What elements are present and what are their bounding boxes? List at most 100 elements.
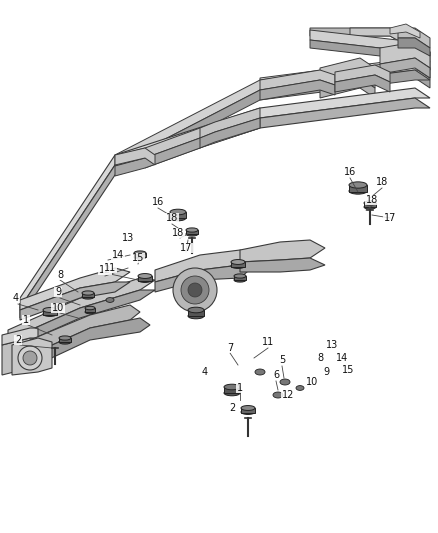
Polygon shape bbox=[115, 70, 430, 175]
Polygon shape bbox=[145, 118, 260, 168]
Text: 8: 8 bbox=[317, 353, 323, 363]
Polygon shape bbox=[20, 268, 130, 310]
Text: 16: 16 bbox=[344, 167, 356, 177]
Polygon shape bbox=[398, 38, 430, 56]
Text: 13: 13 bbox=[326, 340, 338, 350]
Circle shape bbox=[18, 346, 42, 370]
Text: 13: 13 bbox=[122, 233, 134, 243]
Text: 9: 9 bbox=[323, 367, 329, 377]
Ellipse shape bbox=[186, 228, 198, 232]
Polygon shape bbox=[115, 138, 215, 176]
Bar bbox=[82, 293, 94, 297]
Text: 18: 18 bbox=[166, 213, 178, 223]
Bar bbox=[231, 262, 245, 267]
Ellipse shape bbox=[241, 406, 255, 410]
Bar bbox=[85, 308, 95, 312]
Text: 11: 11 bbox=[262, 337, 274, 347]
Ellipse shape bbox=[134, 255, 146, 259]
Circle shape bbox=[188, 283, 202, 297]
Polygon shape bbox=[260, 58, 430, 88]
Polygon shape bbox=[398, 28, 430, 48]
Polygon shape bbox=[380, 58, 430, 78]
Text: 6: 6 bbox=[273, 370, 279, 380]
Ellipse shape bbox=[255, 369, 265, 375]
Polygon shape bbox=[260, 80, 335, 100]
Polygon shape bbox=[2, 328, 38, 345]
Text: 12: 12 bbox=[282, 390, 294, 400]
Polygon shape bbox=[8, 290, 155, 350]
Ellipse shape bbox=[224, 384, 240, 390]
Text: 10: 10 bbox=[306, 377, 318, 387]
Text: 14: 14 bbox=[336, 353, 348, 363]
Polygon shape bbox=[200, 108, 260, 138]
Text: 4: 4 bbox=[13, 293, 19, 303]
Bar bbox=[170, 212, 186, 218]
Text: 12: 12 bbox=[99, 265, 111, 275]
Text: 11: 11 bbox=[104, 263, 116, 273]
Ellipse shape bbox=[59, 336, 71, 340]
Polygon shape bbox=[260, 68, 430, 98]
Circle shape bbox=[181, 276, 209, 304]
Text: 15: 15 bbox=[342, 365, 354, 375]
Polygon shape bbox=[260, 70, 335, 90]
Ellipse shape bbox=[241, 409, 255, 415]
Text: 15: 15 bbox=[132, 253, 144, 263]
Ellipse shape bbox=[43, 312, 57, 317]
Bar bbox=[59, 338, 71, 342]
Text: 17: 17 bbox=[180, 243, 192, 253]
Polygon shape bbox=[115, 60, 430, 165]
Ellipse shape bbox=[188, 307, 204, 313]
Ellipse shape bbox=[349, 188, 367, 194]
Bar bbox=[349, 185, 367, 192]
Text: 18: 18 bbox=[172, 228, 184, 238]
Ellipse shape bbox=[273, 392, 283, 398]
Ellipse shape bbox=[138, 273, 152, 278]
Bar bbox=[188, 310, 204, 316]
Ellipse shape bbox=[43, 308, 57, 312]
Ellipse shape bbox=[138, 278, 152, 282]
Polygon shape bbox=[115, 128, 215, 166]
Polygon shape bbox=[335, 75, 390, 92]
Polygon shape bbox=[30, 305, 140, 355]
Ellipse shape bbox=[134, 251, 146, 255]
Polygon shape bbox=[200, 118, 260, 148]
Text: 18: 18 bbox=[366, 195, 378, 205]
Ellipse shape bbox=[85, 310, 95, 314]
Ellipse shape bbox=[59, 340, 71, 344]
Bar bbox=[224, 387, 240, 393]
Circle shape bbox=[23, 351, 37, 365]
Text: 4: 4 bbox=[202, 367, 208, 377]
Polygon shape bbox=[240, 240, 325, 262]
Polygon shape bbox=[320, 78, 375, 98]
Bar bbox=[364, 203, 376, 207]
Bar bbox=[241, 408, 255, 413]
Text: 10: 10 bbox=[52, 303, 64, 313]
Ellipse shape bbox=[170, 209, 186, 215]
Ellipse shape bbox=[231, 263, 245, 269]
Text: 9: 9 bbox=[55, 287, 61, 297]
Polygon shape bbox=[20, 88, 430, 308]
Bar bbox=[138, 276, 152, 281]
Ellipse shape bbox=[106, 297, 114, 302]
Polygon shape bbox=[115, 148, 155, 165]
Text: 1: 1 bbox=[23, 315, 29, 325]
Polygon shape bbox=[310, 28, 415, 50]
Ellipse shape bbox=[234, 278, 246, 282]
Polygon shape bbox=[20, 282, 130, 320]
Polygon shape bbox=[155, 265, 255, 292]
Text: 16: 16 bbox=[152, 197, 164, 207]
Polygon shape bbox=[8, 278, 155, 340]
Ellipse shape bbox=[349, 182, 367, 188]
Bar bbox=[186, 230, 198, 234]
Ellipse shape bbox=[364, 205, 376, 209]
Ellipse shape bbox=[85, 306, 95, 310]
Ellipse shape bbox=[186, 232, 198, 236]
Polygon shape bbox=[310, 30, 430, 62]
Polygon shape bbox=[380, 42, 430, 68]
Polygon shape bbox=[240, 258, 325, 272]
Text: 1: 1 bbox=[237, 383, 243, 393]
Ellipse shape bbox=[188, 313, 204, 319]
Polygon shape bbox=[155, 250, 255, 282]
Ellipse shape bbox=[280, 379, 290, 385]
Polygon shape bbox=[2, 338, 38, 375]
